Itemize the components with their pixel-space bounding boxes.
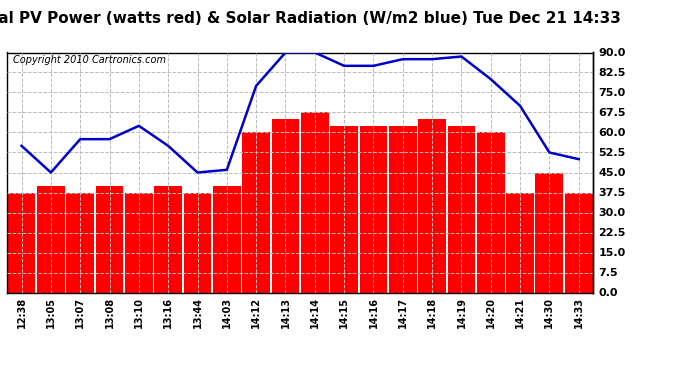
Bar [272, 119, 299, 292]
Bar [301, 112, 328, 292]
Bar [184, 192, 211, 292]
Bar [389, 126, 417, 292]
Bar [242, 132, 270, 292]
Bar [506, 192, 534, 292]
Bar [359, 126, 387, 292]
Text: Total PV Power (watts red) & Solar Radiation (W/m2 blue) Tue Dec 21 14:33: Total PV Power (watts red) & Solar Radia… [0, 11, 621, 26]
Bar [155, 186, 182, 292]
Text: Copyright 2010 Cartronics.com: Copyright 2010 Cartronics.com [13, 55, 166, 65]
Bar [331, 126, 358, 292]
Bar [477, 132, 504, 292]
Bar [448, 126, 475, 292]
Bar [213, 186, 241, 292]
Bar [565, 192, 593, 292]
Bar [66, 192, 94, 292]
Bar [125, 192, 152, 292]
Bar [418, 119, 446, 292]
Bar [8, 192, 35, 292]
Bar [37, 186, 65, 292]
Bar [96, 186, 124, 292]
Bar [535, 172, 563, 292]
